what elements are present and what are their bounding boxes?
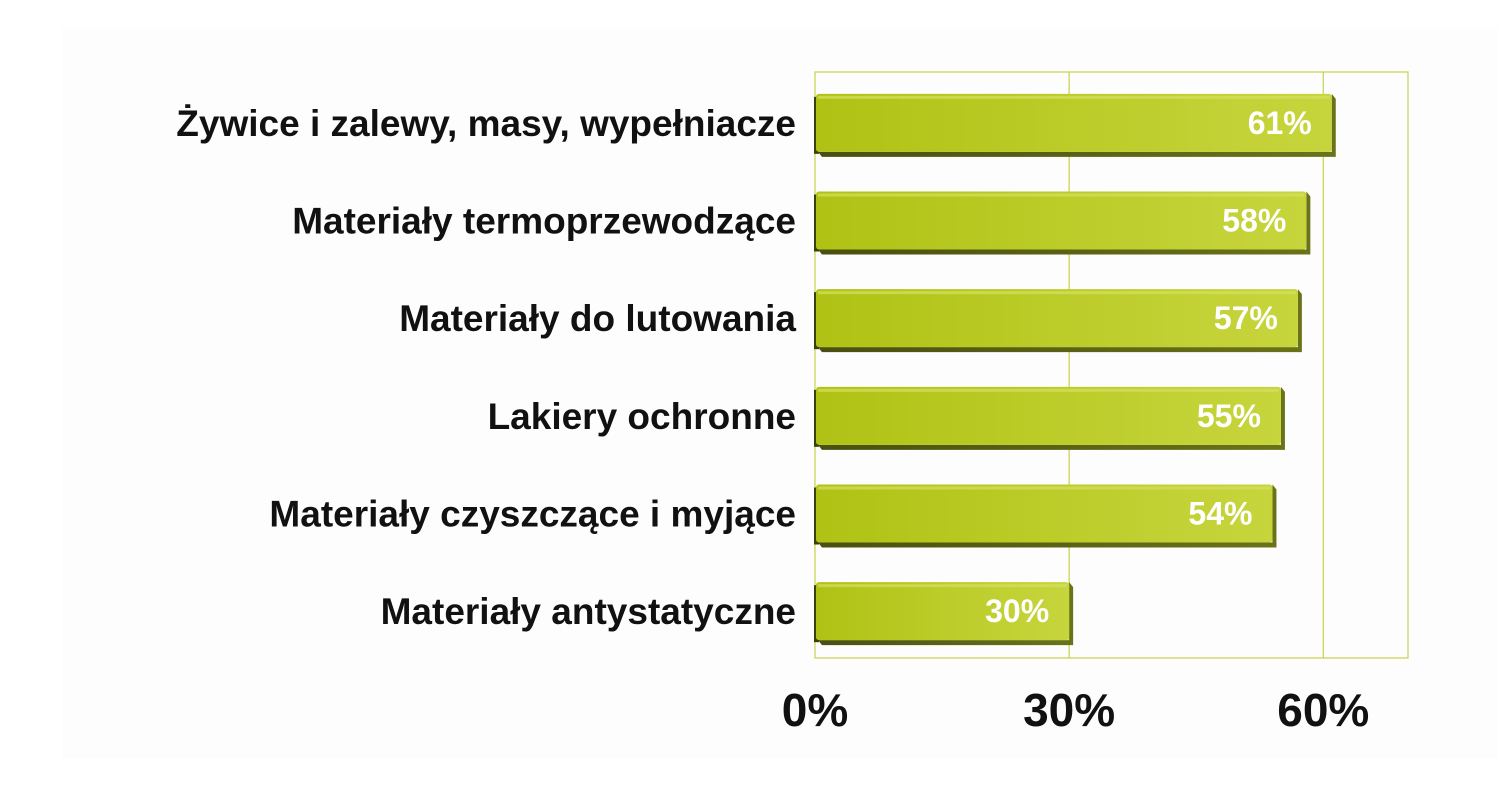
category-label: Materiały antystatyczne: [381, 591, 796, 632]
bar-value-label: 57%: [1214, 300, 1278, 336]
bar-value-label: 30%: [985, 593, 1049, 629]
bar: [816, 191, 1307, 250]
bar-highlight: [818, 584, 1068, 588]
category-label: Materiały termoprzewodzące: [292, 201, 796, 242]
x-tick-label: 0%: [782, 684, 848, 736]
bar: [816, 582, 1070, 641]
bar-value-label: 54%: [1188, 496, 1252, 532]
category-label: Materiały do lutowania: [399, 298, 796, 339]
bar-highlight: [818, 291, 1296, 295]
category-label: Lakiery ochronne: [488, 396, 796, 437]
bar: [816, 484, 1273, 543]
bar-highlight: [818, 193, 1305, 197]
plot-area: 61% Żywice i zalewy, masy, wypełniacze 58%…: [176, 71, 1409, 736]
bar: [816, 93, 1332, 152]
bar: [816, 289, 1298, 348]
bar-highlight: [818, 388, 1279, 392]
bar-highlight: [818, 486, 1271, 490]
x-tick-label: 60%: [1277, 684, 1369, 736]
bar-value-label: 61%: [1248, 105, 1312, 141]
plot-frame: [814, 71, 1409, 659]
bar-value-label: 58%: [1222, 203, 1286, 239]
category-label: Materiały czyszczące i myjące: [269, 494, 796, 535]
x-tick-label: 30%: [1023, 684, 1115, 736]
bar-highlight: [818, 95, 1330, 99]
category-label: Żywice i zalewy, masy, wypełniacze: [176, 103, 796, 144]
bar: [816, 386, 1281, 445]
bar-value-label: 55%: [1197, 398, 1261, 434]
